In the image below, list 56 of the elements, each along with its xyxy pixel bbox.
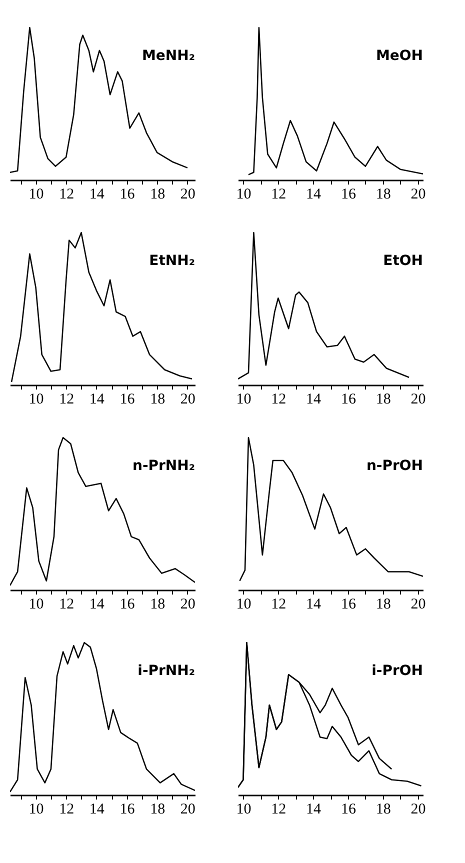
x-tick-label: 16 bbox=[120, 186, 136, 202]
x-tick-label: 12 bbox=[271, 596, 286, 612]
x-tick-label: 18 bbox=[150, 186, 166, 202]
x-tick-label: 18 bbox=[376, 596, 391, 612]
x-tick-label: 10 bbox=[28, 802, 44, 818]
x-tick-label: 18 bbox=[376, 392, 391, 408]
x-tick-label: 14 bbox=[89, 392, 105, 408]
text: MeOH bbox=[376, 48, 423, 64]
x-tick-label: 12 bbox=[271, 186, 286, 202]
x-tick-label: 16 bbox=[340, 802, 356, 818]
x-tick-label: 16 bbox=[340, 392, 356, 408]
x-tick-label: 10 bbox=[236, 802, 252, 818]
x-tick-label: 14 bbox=[89, 186, 105, 202]
x-tick-label: 18 bbox=[376, 186, 391, 202]
text: i-PrNH₂ bbox=[138, 662, 195, 679]
x-tick-label: 20 bbox=[410, 802, 426, 818]
x-tick-label: 10 bbox=[236, 392, 252, 408]
text: EtNH₂ bbox=[149, 252, 195, 269]
x-tick-label: 14 bbox=[306, 596, 322, 612]
x-tick-label: 10 bbox=[28, 596, 44, 612]
text: n-PrOH bbox=[366, 458, 423, 474]
x-tick-label: 18 bbox=[150, 392, 166, 408]
x-tick-label: 14 bbox=[89, 802, 105, 818]
x-tick-label: 12 bbox=[59, 802, 74, 818]
x-tick-label: 20 bbox=[180, 392, 196, 408]
x-tick-label: 12 bbox=[271, 802, 286, 818]
x-tick-label: 16 bbox=[340, 186, 356, 202]
x-tick-label: 14 bbox=[306, 392, 322, 408]
x-tick-label: 20 bbox=[180, 186, 196, 202]
text: n-PrNH₂ bbox=[132, 458, 195, 474]
x-tick-label: 14 bbox=[306, 802, 322, 818]
x-tick-label: 20 bbox=[180, 802, 196, 818]
x-tick-label: 20 bbox=[410, 186, 426, 202]
x-tick-label: 10 bbox=[28, 186, 44, 202]
x-tick-label: 10 bbox=[236, 596, 252, 612]
text: i-PrOH bbox=[372, 662, 423, 679]
x-tick-label: 20 bbox=[410, 596, 426, 612]
x-tick-label: 16 bbox=[120, 596, 136, 612]
text: EtOH bbox=[383, 252, 423, 269]
x-tick-label: 14 bbox=[89, 596, 105, 612]
x-tick-label: 12 bbox=[59, 186, 74, 202]
x-tick-label: 10 bbox=[28, 392, 44, 408]
x-tick-label: 16 bbox=[120, 802, 136, 818]
x-tick-label: 18 bbox=[376, 802, 391, 818]
x-tick-label: 14 bbox=[306, 186, 322, 202]
x-tick-label: 20 bbox=[410, 392, 426, 408]
x-tick-label: 12 bbox=[59, 596, 74, 612]
x-tick-label: 12 bbox=[59, 392, 74, 408]
x-tick-label: 12 bbox=[271, 392, 286, 408]
text: MeNH₂ bbox=[142, 48, 195, 64]
x-tick-label: 10 bbox=[236, 186, 252, 202]
x-tick-label: 16 bbox=[340, 596, 356, 612]
x-tick-label: 20 bbox=[180, 596, 196, 612]
x-tick-label: 16 bbox=[120, 392, 136, 408]
x-tick-label: 18 bbox=[150, 596, 166, 612]
x-tick-label: 18 bbox=[150, 802, 166, 818]
